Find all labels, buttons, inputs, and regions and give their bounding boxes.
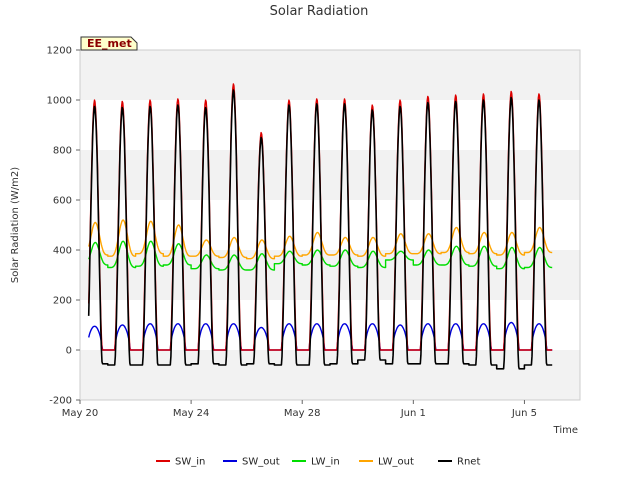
site-label-box — [80, 36, 138, 51]
legend-label: SW_in — [175, 457, 205, 468]
grid-band — [80, 150, 580, 200]
y-tick-label: 1000 — [47, 96, 72, 107]
legend-label: LW_out — [378, 457, 414, 468]
plot-area — [79, 49, 581, 401]
x-tick-label: Jun 1 — [400, 408, 426, 419]
x-axis-ticks: May 20 May 24 May 28 Jun 1 Jun 5 — [62, 400, 537, 419]
series-line-rnet — [87, 89, 553, 370]
x-tick-label: May 20 — [62, 408, 99, 419]
y-tick-label: 1200 — [47, 46, 72, 57]
x-tick-label: May 28 — [284, 408, 321, 419]
legend-label: Rnet — [457, 457, 480, 468]
series-line-lw-in — [88, 240, 553, 271]
grid-band — [80, 350, 580, 400]
legend-label: LW_in — [311, 457, 340, 468]
y-tick-label: 200 — [53, 296, 72, 307]
grid-band — [80, 50, 580, 100]
legend: SW_in SW_out LW_in LW_out Rnet — [156, 457, 480, 468]
plot-background — [80, 50, 580, 400]
legend-label: SW_out — [242, 457, 280, 468]
y-tick-label: -200 — [49, 396, 72, 407]
y-axis-ticks: -200 0 200 400 600 800 1000 1200 — [47, 46, 80, 407]
chart-title: Solar Radiation — [270, 4, 369, 19]
y-tick-label: 600 — [53, 196, 72, 207]
series-line-lw-out — [88, 219, 553, 260]
site-label-badge: EE_met — [80, 36, 138, 51]
series-layer — [87, 83, 553, 370]
x-tick-label: Jun 5 — [511, 408, 537, 419]
grid-band — [80, 250, 580, 300]
plot-border — [79, 49, 581, 401]
y-tick-label: 0 — [66, 346, 72, 357]
site-label: EE_met — [87, 37, 132, 50]
y-tick-label: 800 — [53, 146, 72, 157]
y-tick-label: 400 — [53, 246, 72, 257]
x-tick-label: May 24 — [173, 408, 210, 419]
y-axis-title: Solar Radiation (W/m2) — [10, 167, 21, 283]
x-axis-title: Time — [553, 425, 578, 436]
